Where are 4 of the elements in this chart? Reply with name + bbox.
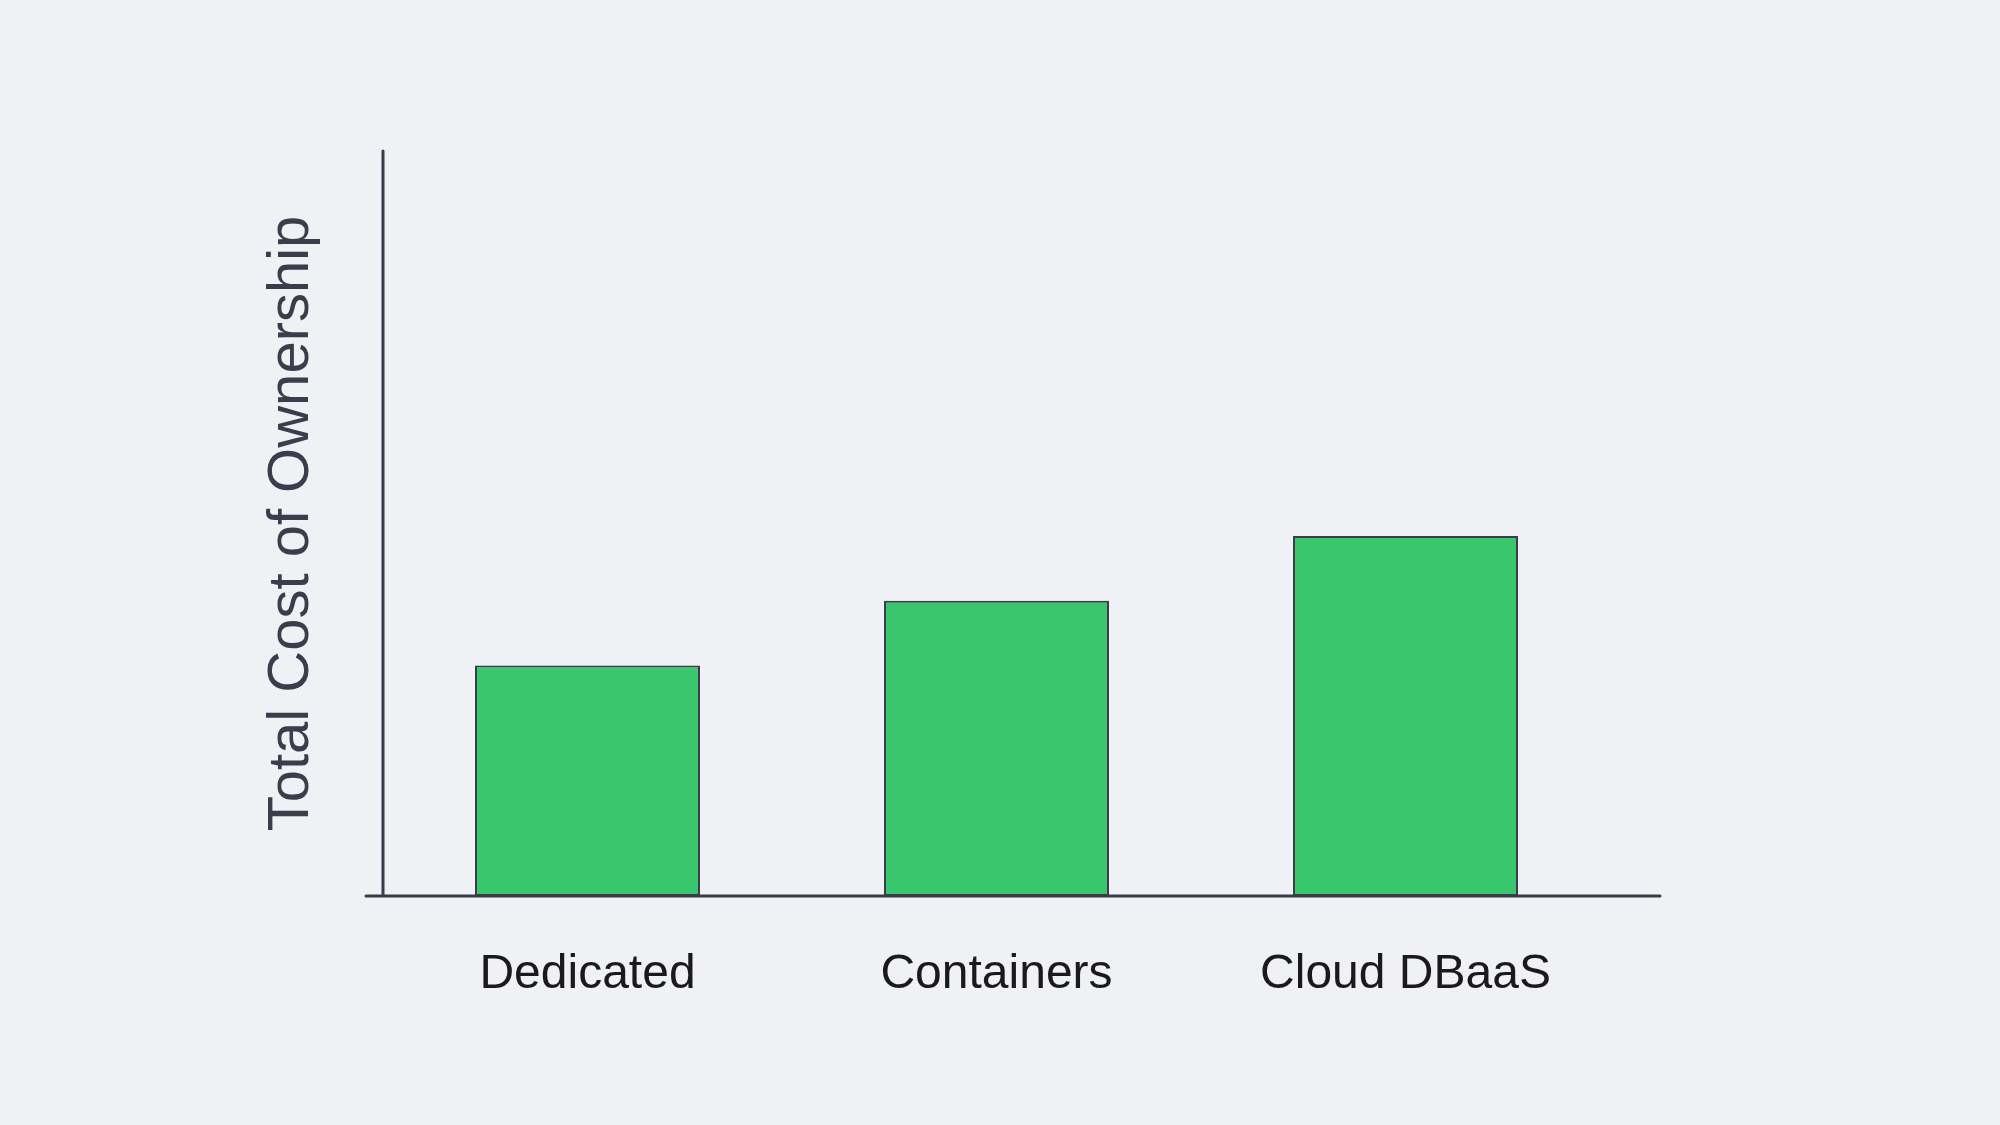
x-tick-label: Cloud DBaaS [1260, 945, 1551, 999]
y-axis-title: Total Cost of Ownership [255, 215, 320, 832]
x-tick-label: Containers [880, 945, 1113, 999]
x-tick-label: Dedicated [479, 945, 696, 999]
